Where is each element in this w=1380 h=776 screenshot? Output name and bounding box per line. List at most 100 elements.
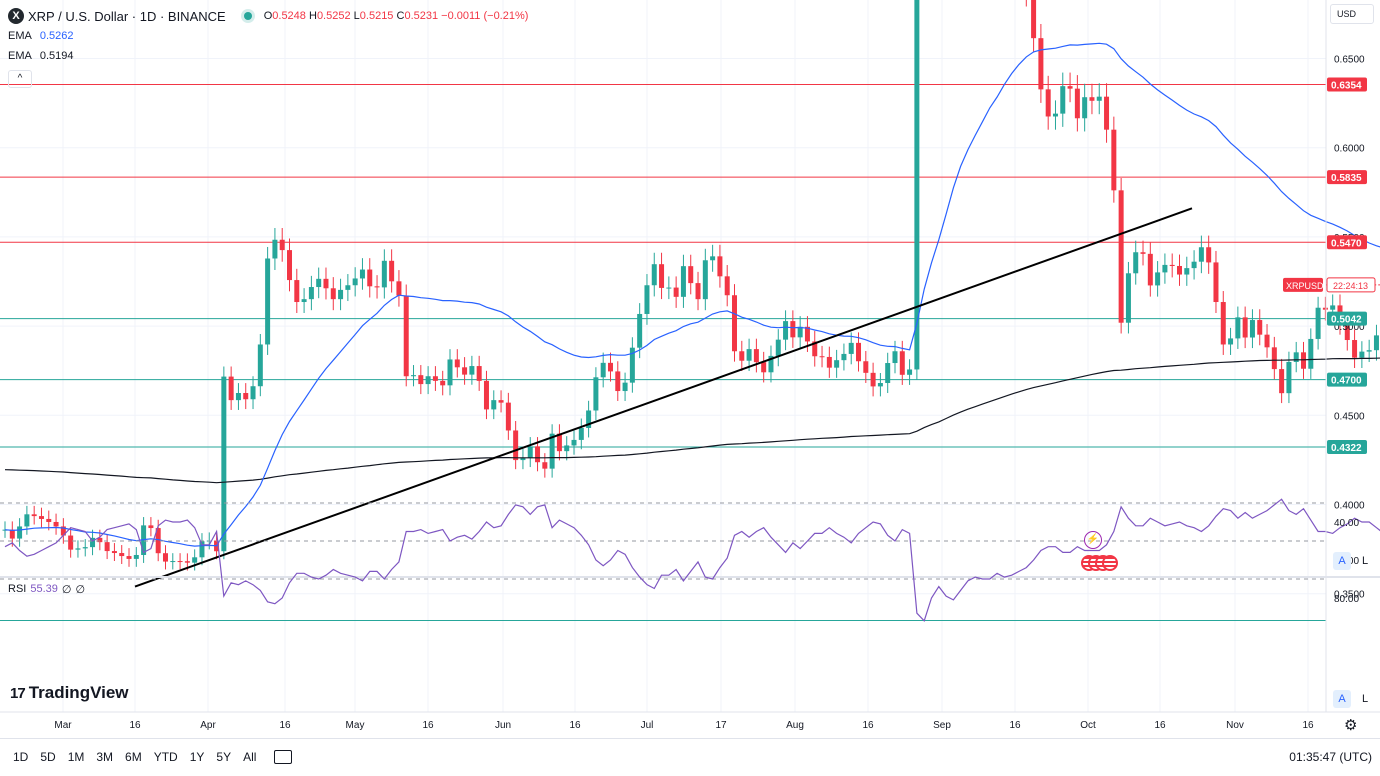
candle-body	[235, 393, 241, 401]
candle-body	[637, 313, 643, 348]
timeframe-all[interactable]: All	[243, 749, 257, 764]
price-tick-label: 0.4500	[1334, 411, 1365, 422]
timeframe-1d[interactable]: 1D	[13, 749, 29, 764]
timeframe-5y[interactable]: 5Y	[216, 749, 232, 764]
timeframe-1y[interactable]: 1Y	[189, 749, 205, 764]
tradingview-logo[interactable]: 17 TradingView	[10, 683, 129, 703]
candle-body	[1052, 113, 1058, 117]
candle-body	[841, 353, 847, 361]
candle-body	[1162, 264, 1168, 273]
candle-body	[1242, 317, 1248, 338]
candle-body	[440, 380, 446, 386]
candle-body	[338, 289, 344, 300]
timeframe-1m[interactable]: 1M	[67, 749, 85, 764]
candle-body	[892, 351, 898, 364]
lightning-event-icon[interactable]: ⚡	[1084, 531, 1102, 549]
candle-body	[17, 526, 23, 539]
ema-slow-line	[4, 357, 1380, 484]
price-chart[interactable]: 0.35000.40000.45000.50000.55000.60000.65…	[0, 0, 1380, 738]
candle-body	[330, 288, 336, 300]
candle-body	[469, 366, 475, 375]
economic-events-icon[interactable]	[1081, 555, 1118, 571]
level-price-tag	[1327, 235, 1367, 250]
xrp-logo-icon: X	[8, 8, 24, 24]
level-price-tag	[1327, 311, 1367, 326]
candle-body	[184, 561, 190, 563]
ema-fast-legend[interactable]: EMA 0.5262	[8, 30, 74, 42]
time-tick-label: 16	[569, 720, 581, 731]
candle-body	[1279, 369, 1285, 394]
candle-body	[746, 349, 752, 361]
candle-body	[38, 516, 44, 519]
candle-body	[775, 339, 781, 356]
collapse-legend-button[interactable]: ^	[8, 70, 32, 88]
candle-body	[680, 266, 686, 297]
symbol-title[interactable]: XRP / U.S. Dollar · 1D · BINANCE	[28, 8, 226, 24]
candle-body	[622, 382, 628, 392]
level-price-label: 0.5470	[1331, 238, 1362, 249]
candle-body	[323, 278, 329, 289]
candle-body	[651, 264, 657, 286]
candle-body	[1366, 350, 1372, 352]
candle-body	[279, 239, 285, 251]
candle-body	[411, 375, 417, 377]
candle-body	[848, 342, 854, 354]
level-price-tag	[1327, 440, 1367, 455]
candle-body	[491, 400, 497, 410]
candle-body	[870, 372, 876, 387]
rsi-tick-label: 80.00	[1334, 594, 1359, 605]
candle-body	[768, 355, 774, 373]
currency-selector[interactable]: USD	[1330, 4, 1374, 24]
autoscale-button[interactable]: A	[1333, 552, 1351, 570]
timeframe-3m[interactable]: 3M	[96, 749, 114, 764]
candle-body	[666, 287, 672, 289]
candle-body	[1228, 338, 1234, 345]
settings-gear-icon[interactable]: ⚙	[1344, 717, 1358, 734]
rsi-pane	[0, 498, 1380, 622]
axes: 0.35000.40000.45000.50000.55000.60000.65…	[0, 0, 1380, 731]
candle-body	[513, 430, 519, 461]
candle-body	[403, 295, 409, 377]
candle-body	[1155, 272, 1161, 286]
price-tick-label: 0.4000	[1334, 501, 1365, 512]
candle-body	[615, 371, 621, 392]
level-price-label: 0.5042	[1331, 315, 1362, 326]
candle-body	[221, 376, 227, 552]
candle-body	[294, 280, 300, 303]
candle-body	[287, 250, 293, 281]
rsi-label: RSI	[8, 583, 27, 595]
rsi-log-scale-button[interactable]: L	[1361, 693, 1369, 705]
candle-body	[804, 326, 810, 342]
price-tick-label: 0.6000	[1334, 144, 1365, 155]
candle-body	[162, 553, 168, 562]
candle-body	[1096, 96, 1102, 101]
candle-body	[549, 433, 555, 469]
candle-body	[9, 529, 15, 539]
timeframe-5d[interactable]: 5D	[40, 749, 56, 764]
candle-body	[753, 349, 759, 363]
rsi-autoscale-button[interactable]: A	[1333, 690, 1351, 708]
candle-body	[483, 380, 489, 410]
utc-clock[interactable]: 01:35:47 (UTC)	[1289, 749, 1372, 764]
level-price-tag	[1327, 372, 1367, 387]
date-range-icon[interactable]	[274, 749, 293, 764]
timeframe-ytd[interactable]: YTD	[153, 749, 178, 764]
candle-body	[1089, 97, 1095, 101]
candle-body	[199, 541, 205, 558]
log-scale-button[interactable]: L	[1361, 555, 1369, 567]
time-tick-label: 16	[862, 720, 874, 731]
trendline	[134, 207, 1193, 588]
candle-body	[856, 342, 862, 362]
level-price-tag	[1327, 170, 1367, 185]
candle-body	[192, 557, 198, 563]
chart-legend: X XRP / U.S. Dollar · 1D · BINANCE O0.52…	[8, 6, 528, 88]
candle-body	[257, 344, 263, 387]
candle-body	[454, 359, 460, 368]
timeframe-6m[interactable]: 6M	[125, 749, 142, 764]
candle-body	[119, 553, 125, 557]
candle-body	[345, 285, 351, 290]
candle-body	[24, 514, 30, 527]
candle-body	[1308, 338, 1314, 369]
ema-slow-legend[interactable]: EMA 0.5194	[8, 50, 74, 62]
candle-body	[863, 361, 869, 373]
